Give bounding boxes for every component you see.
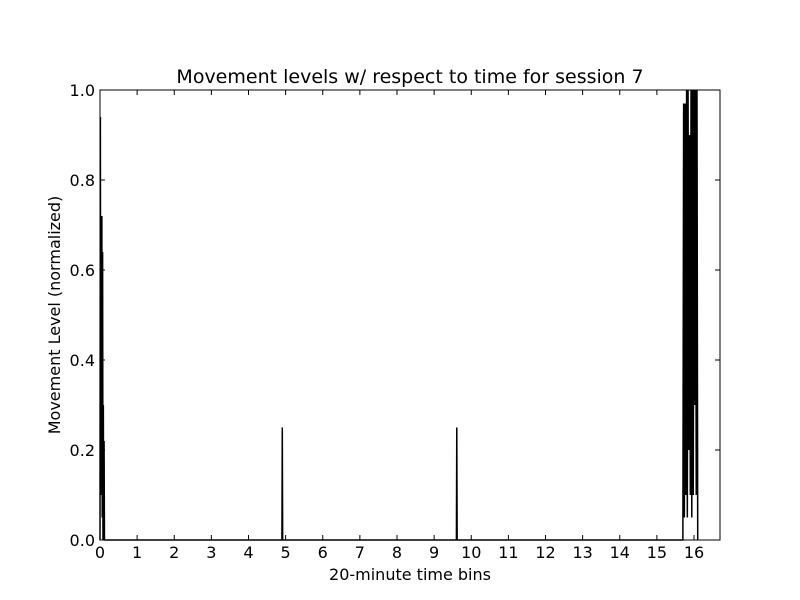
x-axis-label: 20-minute time bins: [329, 565, 491, 584]
chart-title: Movement levels w/ respect to time for s…: [176, 66, 643, 88]
x-tick-label: 12: [535, 543, 555, 562]
x-tick-label: 1: [132, 543, 142, 562]
y-tick-label: 1.0: [70, 81, 95, 100]
x-tick-label: 13: [572, 543, 592, 562]
x-tick-label: 7: [355, 543, 365, 562]
y-tick-label: 0.0: [70, 531, 95, 550]
y-axis-label: Movement Level (normalized): [45, 196, 64, 435]
x-tick-label: 9: [429, 543, 439, 562]
x-tick-label: 0: [95, 543, 105, 562]
x-tick-label: 4: [243, 543, 253, 562]
x-tick-label: 6: [318, 543, 328, 562]
y-tick-label: 0.8: [70, 171, 95, 190]
x-tick-label: 3: [206, 543, 216, 562]
y-tick-label: 0.2: [70, 441, 95, 460]
ticks-layer: 0 1 2 3 4 5 6 7 8 9 10 11 12 13 14 15 160.00.20.40.60.81…: [70, 81, 720, 562]
x-tick-label: 5: [281, 543, 291, 562]
y-tick-label: 0.6: [70, 261, 95, 280]
x-tick-label: 8: [392, 543, 402, 562]
x-tick-label: 11: [498, 543, 518, 562]
x-tick-label: 16: [684, 543, 704, 562]
plot-area: 0 1 2 3 4 5 6 7 8 9 10 11 12 13 14 15 160.00.20.40.60.81…: [70, 81, 721, 562]
series-layer: [99, 89, 699, 541]
x-tick-label: 15: [647, 543, 667, 562]
plot-frame: [99, 89, 721, 541]
x-tick-label: 10: [461, 543, 481, 562]
x-tick-label: 14: [610, 543, 630, 562]
x-tick-label: 2: [169, 543, 179, 562]
series-line: [99, 89, 699, 541]
y-tick-label: 0.4: [70, 351, 95, 370]
